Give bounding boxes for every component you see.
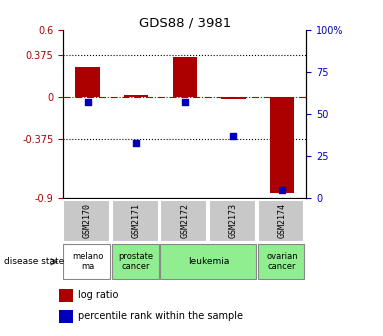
Bar (63, 200, 110, 242)
Bar (160, 244, 256, 280)
Text: prostate
cancer: prostate cancer (119, 252, 154, 271)
Text: GSM2174: GSM2174 (278, 203, 286, 238)
Text: percentile rank within the sample: percentile rank within the sample (78, 311, 243, 321)
Bar (173, 56, 197, 97)
Bar (75, 67, 100, 97)
Bar (160, 200, 207, 242)
Bar (59, 310, 74, 323)
Bar (258, 200, 304, 242)
Bar (63, 244, 110, 280)
Text: leukemia: leukemia (188, 257, 230, 266)
Point (231, 133, 237, 139)
Bar (112, 200, 159, 242)
Text: melano
ma: melano ma (72, 252, 103, 271)
Bar (270, 97, 294, 193)
Bar (112, 244, 159, 280)
Text: disease state: disease state (4, 257, 64, 266)
Text: GSM2171: GSM2171 (132, 203, 141, 238)
Bar (124, 95, 148, 97)
Bar (221, 97, 246, 99)
Bar (209, 200, 256, 242)
Text: GSM2170: GSM2170 (83, 203, 92, 238)
Text: GSM2172: GSM2172 (180, 203, 189, 238)
Point (133, 140, 139, 145)
Text: GSM2173: GSM2173 (229, 203, 238, 238)
Point (182, 100, 188, 105)
Point (279, 187, 285, 193)
Bar (59, 289, 74, 302)
Text: ovarian
cancer: ovarian cancer (266, 252, 298, 271)
Title: GDS88 / 3981: GDS88 / 3981 (139, 16, 231, 29)
Point (84, 100, 91, 105)
Bar (258, 244, 304, 280)
Text: log ratio: log ratio (78, 290, 119, 300)
